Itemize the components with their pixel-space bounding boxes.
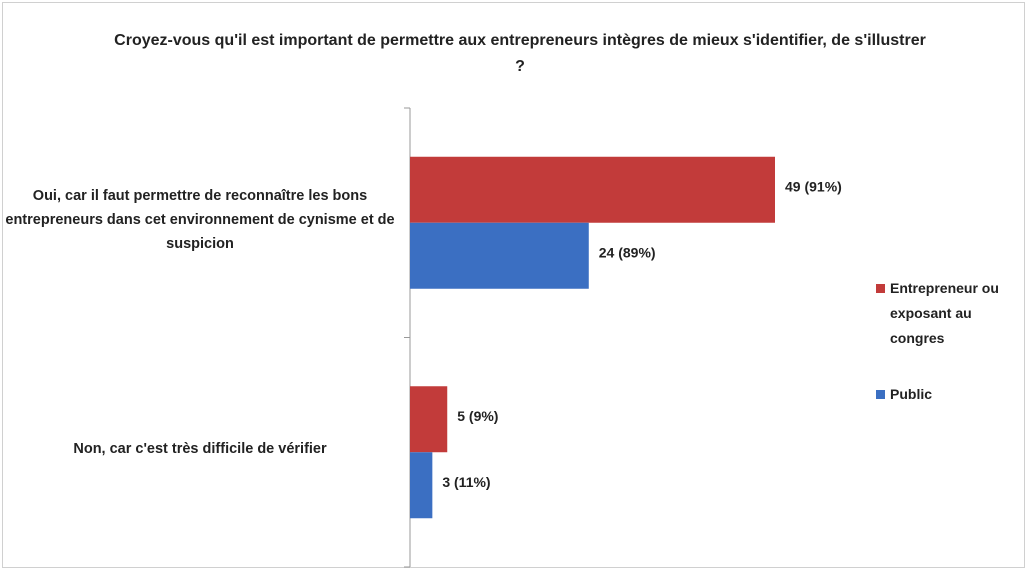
category-label: Non, car c'est très difficile de vérifie… [73,441,327,458]
value-label: 5 (9%) [457,408,498,424]
value-label: 3 (11%) [442,474,490,490]
bar [410,386,448,453]
bar [410,222,589,289]
bar [410,156,775,223]
value-label: 24 (89%) [599,244,656,260]
category-label: Oui, car il faut permettre de reconnaîtr… [5,187,395,252]
value-label: 49 (91%) [785,178,842,194]
legend-swatch [876,284,885,293]
legend-label: Public [890,386,933,402]
chart-title: Croyez-vous qu'il est important de perme… [114,32,926,75]
legend-label: Entrepreneur ou exposant au congres [890,280,999,346]
legend-swatch [876,390,885,399]
bar [410,452,433,519]
